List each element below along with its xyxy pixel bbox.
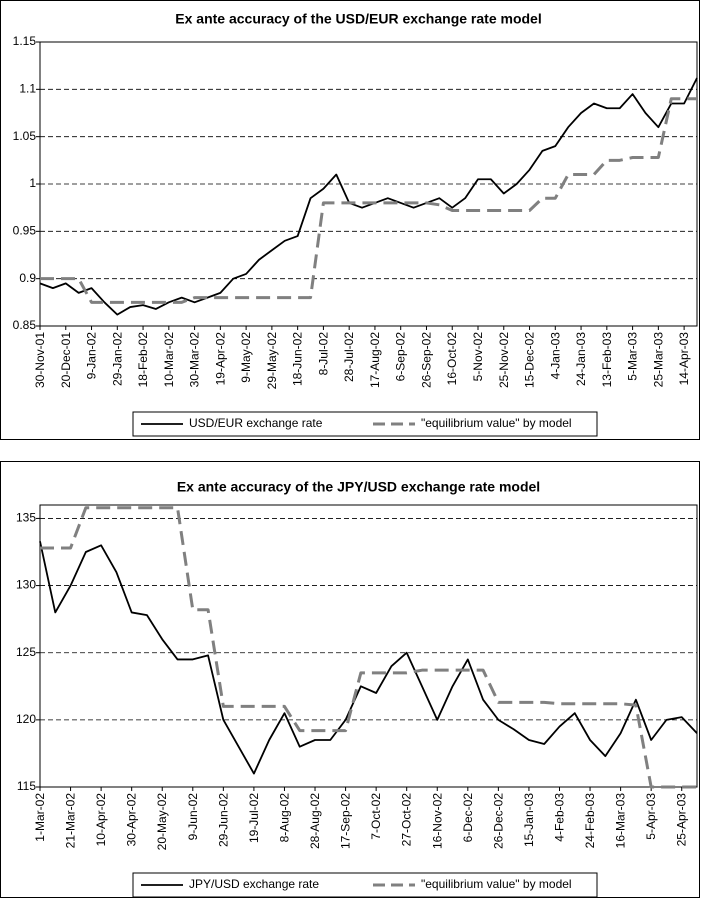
x-tick-label: 16-Oct-02 bbox=[445, 332, 459, 386]
x-tick-label: 4-Jan-03 bbox=[548, 332, 562, 380]
x-tick-label: 25-Apr-03 bbox=[675, 793, 689, 847]
x-tick-label: 29-May-02 bbox=[265, 332, 279, 390]
x-tick-label: 25-Nov-02 bbox=[497, 332, 511, 388]
chart-frame bbox=[0, 0, 700, 440]
x-tick-label: 8-Jul-02 bbox=[316, 332, 330, 376]
x-tick-label: 10-Apr-02 bbox=[94, 793, 108, 847]
x-tick-label: 26-Sep-02 bbox=[419, 332, 433, 388]
x-tick-label: 15-Jan-03 bbox=[522, 793, 536, 847]
x-tick-label: 4-Feb-03 bbox=[552, 793, 566, 842]
x-tick-label: 24-Feb-03 bbox=[583, 793, 597, 849]
x-tick-label: 8-Aug-02 bbox=[277, 793, 291, 843]
series-line bbox=[39, 77, 698, 316]
x-tick-label: 28-Jul-02 bbox=[342, 332, 356, 382]
series-line bbox=[39, 541, 698, 775]
y-tick-label: 1.1 bbox=[19, 82, 36, 96]
y-tick-label: 1.05 bbox=[13, 129, 37, 143]
x-tick-label: 9-Jan-02 bbox=[85, 332, 99, 380]
plot-area bbox=[39, 504, 698, 788]
x-tick-label: 30-Nov-01 bbox=[33, 332, 47, 388]
legend-box bbox=[132, 872, 598, 898]
x-tick-label: 25-Mar-03 bbox=[651, 332, 665, 388]
y-tick-label: 125 bbox=[16, 645, 36, 659]
y-tick-label: 120 bbox=[16, 712, 36, 726]
plot-area bbox=[39, 41, 698, 327]
series-line bbox=[40, 97, 697, 304]
x-tick-label: 17-Sep-02 bbox=[339, 793, 353, 849]
x-tick-label: 10-Mar-02 bbox=[162, 332, 176, 388]
x-tick-label: 6-Sep-02 bbox=[394, 332, 408, 382]
x-tick-label: 29-Jun-02 bbox=[216, 793, 230, 847]
y-tick-label: 135 bbox=[16, 511, 36, 525]
legend-box bbox=[132, 411, 598, 437]
x-tick-label: 5-Mar-03 bbox=[626, 332, 640, 381]
series-line bbox=[40, 506, 697, 789]
legend-label: "equilibrium value" by model bbox=[421, 877, 572, 891]
x-tick-label: 18-Feb-02 bbox=[136, 332, 150, 388]
x-tick-label: 24-Jan-03 bbox=[574, 332, 588, 386]
x-tick-label: 19-Jul-02 bbox=[247, 793, 261, 843]
x-tick-label: 5-Apr-03 bbox=[644, 793, 658, 840]
legend-label: JPY/USD exchange rate bbox=[189, 877, 319, 891]
x-tick-label: 9-Jun-02 bbox=[186, 793, 200, 841]
x-tick-label: 20-Dec-01 bbox=[59, 332, 73, 388]
x-tick-label: 29-Jan-02 bbox=[110, 332, 124, 386]
x-tick-label: 16-Nov-02 bbox=[430, 793, 444, 849]
x-tick-label: 13-Feb-03 bbox=[600, 332, 614, 388]
y-tick-label: 1.15 bbox=[13, 34, 37, 48]
x-tick-label: 30-Apr-02 bbox=[125, 793, 139, 847]
legend-label: USD/EUR exchange rate bbox=[189, 416, 323, 430]
x-tick-label: 9-May-02 bbox=[239, 332, 253, 383]
x-tick-label: 21-Mar-02 bbox=[64, 793, 78, 849]
x-tick-label: 15-Dec-02 bbox=[523, 332, 537, 388]
x-tick-label: 6-Dec-02 bbox=[461, 793, 475, 843]
y-tick-label: 0.9 bbox=[19, 271, 36, 285]
y-tick-label: 115 bbox=[17, 779, 36, 793]
x-tick-label: 18-Jun-02 bbox=[291, 332, 305, 386]
x-tick-label: 7-Oct-02 bbox=[369, 793, 383, 840]
x-tick-label: 1-Mar-02 bbox=[33, 793, 47, 842]
x-tick-label: 5-Nov-02 bbox=[471, 332, 485, 382]
chart-title: Ex ante accuracy of the USD/EUR exchange… bbox=[175, 11, 541, 27]
x-tick-label: 26-Dec-02 bbox=[491, 793, 505, 849]
x-tick-label: 19-Apr-02 bbox=[213, 332, 227, 386]
y-tick-label: 1 bbox=[29, 176, 36, 190]
y-tick-label: 0.95 bbox=[13, 224, 37, 238]
x-tick-label: 27-Oct-02 bbox=[400, 793, 414, 847]
y-tick-label: 0.85 bbox=[13, 318, 37, 332]
y-tick-label: 130 bbox=[16, 578, 36, 592]
x-tick-label: 28-Aug-02 bbox=[308, 793, 322, 849]
x-tick-label: 17-Aug-02 bbox=[368, 332, 382, 388]
x-tick-label: 14-Apr-03 bbox=[677, 332, 691, 386]
legend-label: "equilibrium value" by model bbox=[421, 416, 572, 430]
x-tick-label: 20-May-02 bbox=[155, 793, 169, 851]
x-tick-label: 16-Mar-03 bbox=[614, 793, 628, 849]
chart-title: Ex ante accuracy of the JPY/USD exchange… bbox=[177, 479, 540, 495]
x-tick-label: 30-Mar-02 bbox=[188, 332, 202, 388]
